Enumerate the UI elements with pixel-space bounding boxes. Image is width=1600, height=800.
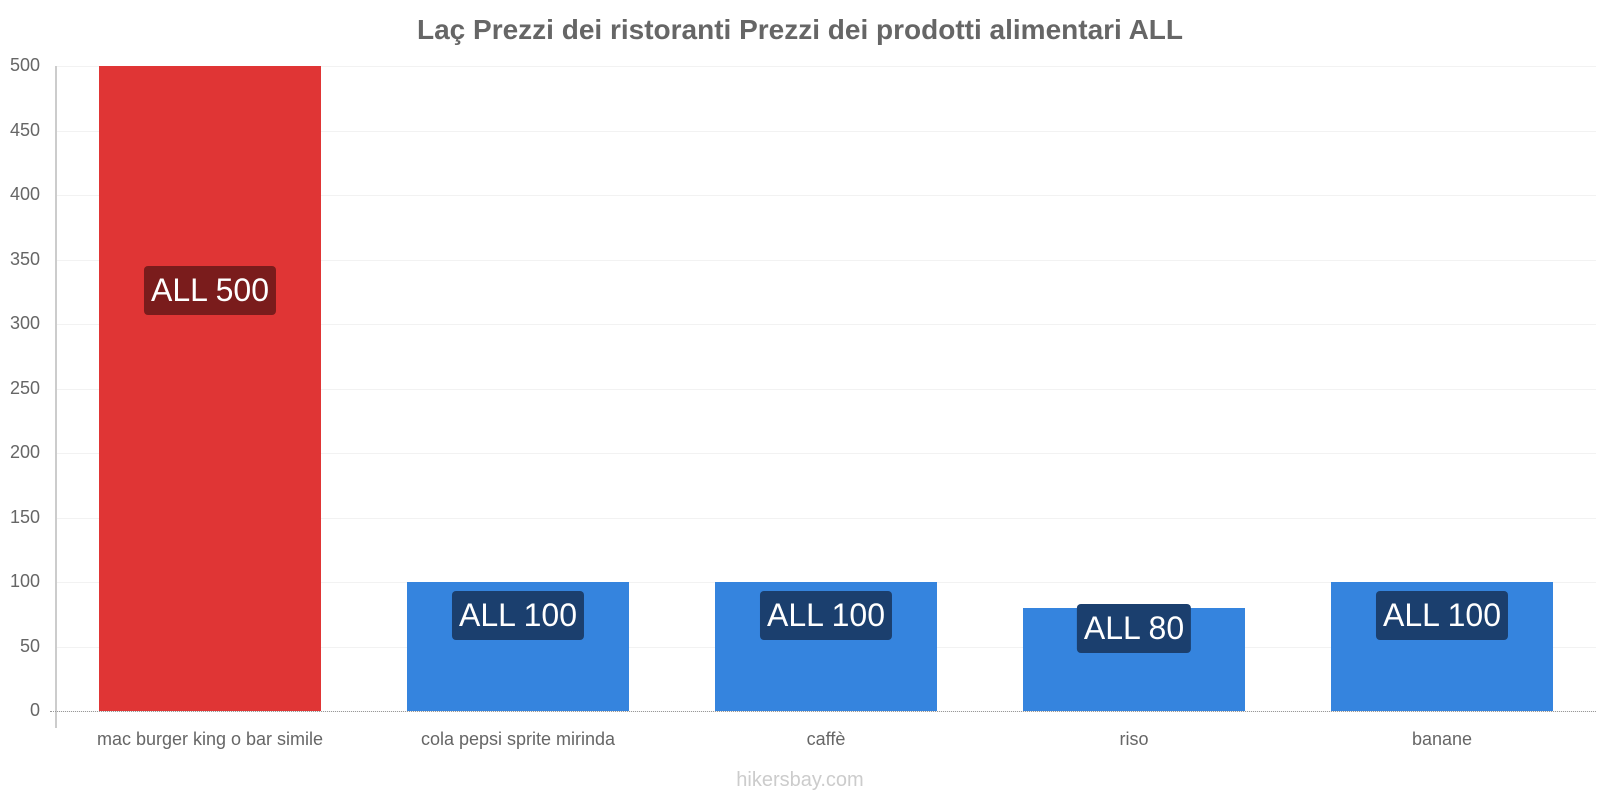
y-tick-label: 50 <box>19 635 40 656</box>
bar-value-label: ALL 80 <box>1076 604 1192 653</box>
y-axis-line <box>55 66 57 728</box>
bar-value-label: ALL 100 <box>451 591 585 640</box>
chart-title: Laç Prezzi dei ristoranti Prezzi dei pro… <box>417 14 1183 45</box>
x-tick-label: caffè <box>806 729 846 749</box>
y-tick-label: 400 <box>9 184 40 204</box>
y-tick-label: 200 <box>9 442 40 462</box>
y-tick-label: 0 <box>29 700 40 720</box>
gridline <box>56 195 1596 196</box>
gridline <box>56 66 1596 67</box>
bar[interactable] <box>99 66 321 711</box>
y-tick-label: 250 <box>9 377 40 398</box>
y-tick-label: 100 <box>9 571 40 591</box>
x-tick-label: riso <box>1119 729 1149 749</box>
y-tick-label: 350 <box>9 248 40 269</box>
y-tick-label: 150 <box>9 506 40 527</box>
bar-value-label: ALL 100 <box>1375 591 1509 640</box>
gridline <box>56 517 1596 519</box>
x-tick-label: banane <box>1411 729 1473 749</box>
x-axis-line <box>50 711 1596 713</box>
bar-value-label: ALL 500 <box>143 266 277 315</box>
watermark: hikersbay.com <box>736 769 864 791</box>
gridline <box>56 453 1596 454</box>
gridline <box>56 388 1596 390</box>
y-tick-label: 300 <box>9 313 40 333</box>
gridline <box>56 324 1596 325</box>
gridline <box>56 130 1596 132</box>
gridline <box>56 259 1596 261</box>
x-tick-label: mac burger king o bar simile <box>96 729 324 749</box>
y-tick-label: 500 <box>9 55 40 75</box>
x-tick-label: cola pepsi sprite mirinda <box>420 729 616 749</box>
plot-area: ALL 500 ALL 100 ALL 100 ALL 80 ALL 100 <box>56 66 1596 712</box>
bar-value-label: ALL 100 <box>759 591 893 640</box>
y-tick-label: 450 <box>9 119 40 140</box>
